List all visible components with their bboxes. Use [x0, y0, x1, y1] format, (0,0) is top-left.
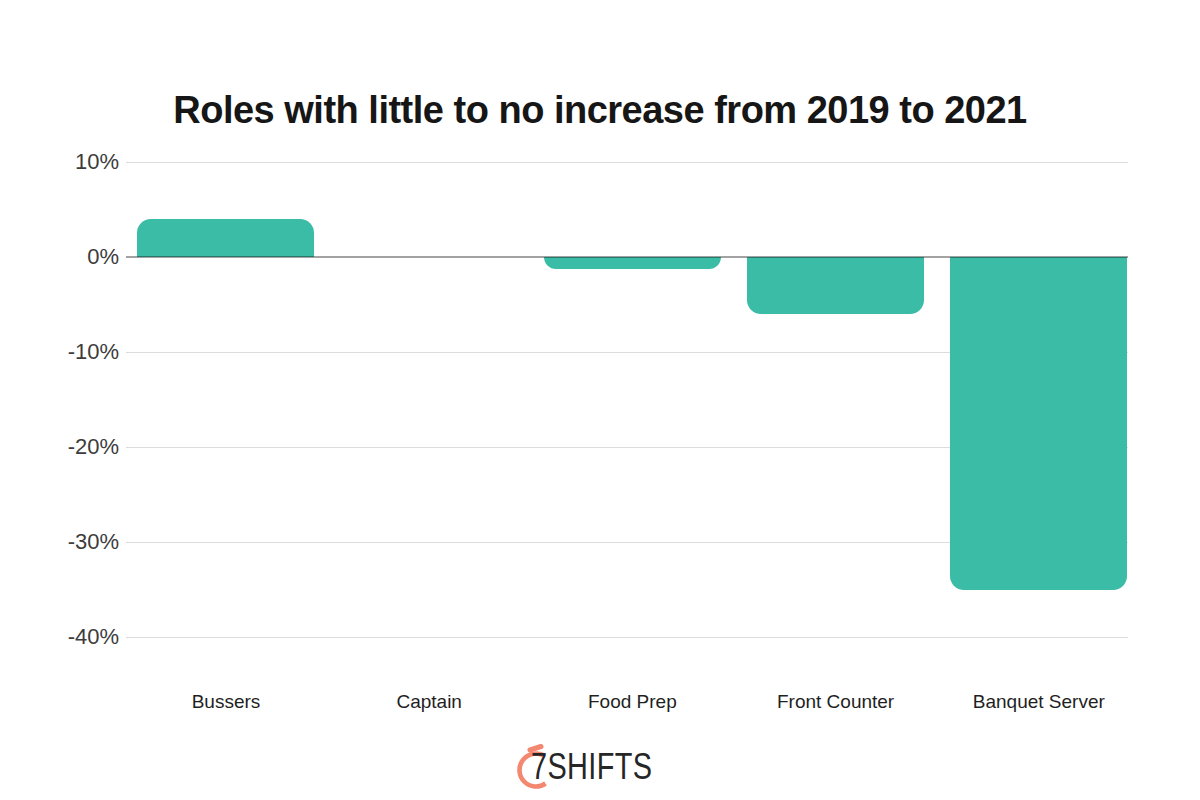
gridline [126, 637, 1128, 638]
y-tick-label: -20% [0, 434, 119, 460]
x-tick-label: Banquet Server [937, 691, 1141, 713]
plot-area: 10% 0% -10% -20% -30% -40% BussersCaptainFood… [0, 0, 1200, 800]
x-tick-label: Food Prep [530, 691, 734, 713]
7shifts-logo: 7SHIFTS [0, 740, 1200, 794]
logo-wordmark: 7SHIFTS [531, 746, 652, 788]
y-tick-label: 0% [0, 244, 119, 270]
x-tick-label: Bussers [124, 691, 328, 713]
bar-food-prep [544, 257, 721, 269]
bar-front-counter [747, 257, 924, 314]
bar-banquet-server [950, 257, 1127, 590]
bar-bussers [137, 219, 314, 257]
zero-baseline [126, 256, 1128, 258]
chart-canvas: Roles with little to no increase from 20… [0, 0, 1200, 800]
x-tick-label: Captain [327, 691, 531, 713]
y-tick-label: 10% [0, 149, 119, 175]
y-tick-label: -10% [0, 339, 119, 365]
y-tick-label: -40% [0, 624, 119, 650]
y-tick-label: -30% [0, 529, 119, 555]
gridline [126, 162, 1128, 163]
x-tick-label: Front Counter [734, 691, 938, 713]
